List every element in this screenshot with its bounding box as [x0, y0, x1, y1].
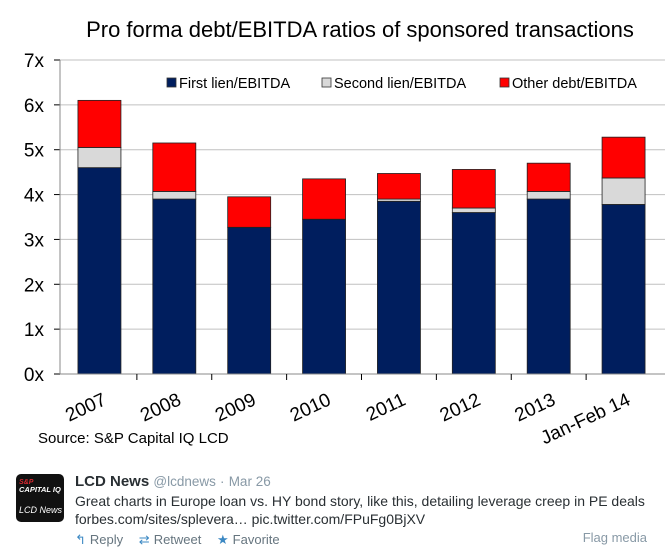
y-tick-label: 5x: [24, 141, 45, 162]
bar-segment-other-debt: [451, 169, 496, 209]
bar-segment-second-lien: [77, 147, 122, 169]
legend-label: Other debt/EBITDA: [512, 76, 637, 92]
x-tick-label: 2011: [363, 389, 409, 425]
y-tick-label: 2x: [24, 275, 45, 296]
bar-segment-second-lien: [451, 207, 496, 213]
separator: ·: [220, 474, 225, 489]
bar-segment-other-debt: [601, 136, 646, 179]
reply-button[interactable]: ↰ Reply: [75, 532, 123, 547]
bar-segment-other-debt: [77, 99, 122, 148]
tweet-text-line: Great charts in Europe loan vs. HY bond …: [75, 493, 645, 509]
retweet-icon: ⇄: [138, 532, 150, 547]
reply-icon: ↰: [75, 532, 86, 547]
tweet-date[interactable]: Mar 26: [228, 474, 271, 489]
stacked-bar-chart: Pro forma debt/EBITDA ratios of sponsore…: [24, 17, 665, 449]
tweet: S&P CAPITAL IQ LCD News LCD News @lcdnew…: [0, 462, 665, 560]
y-tick-label: 1x: [24, 320, 45, 341]
x-tick-label: 2007: [62, 389, 109, 426]
star-icon: ★: [217, 532, 229, 547]
legend-label: Second lien/EBITDA: [334, 76, 467, 92]
bar-segment-other-debt: [302, 178, 346, 220]
x-tick-label: 2010: [287, 389, 334, 426]
tweet-text: Great charts in Europe loan vs. HY bond …: [75, 492, 645, 528]
tweet-links[interactable]: forbes.com/sites/splevera… pic.twitter.c…: [75, 511, 426, 527]
bar-segment-first-lien: [302, 218, 346, 375]
bar-segment-first-lien: [77, 167, 122, 375]
avatar-sp-text: S&P: [19, 479, 34, 486]
tweet-author-name[interactable]: LCD News: [75, 473, 150, 490]
legend-swatch: [499, 77, 510, 88]
x-tick-label: 2009: [212, 389, 259, 426]
x-tick-label: 2013: [512, 389, 559, 426]
bar-segment-other-debt: [526, 162, 571, 192]
tweet-author-handle[interactable]: @lcdnews: [153, 474, 216, 489]
legend-swatch: [321, 77, 332, 88]
retweet-label: Retweet: [153, 532, 202, 547]
tweet-header: LCD News @lcdnews · Mar 26: [75, 473, 271, 490]
bar-segment-first-lien: [526, 198, 571, 375]
y-tick-label: 6x: [24, 96, 45, 117]
bar-segment-other-debt: [152, 142, 197, 192]
bar-segment-first-lien: [152, 198, 197, 375]
chart-source: Source: S&P Capital IQ LCD: [38, 430, 229, 447]
bar-segment-other-debt: [377, 173, 421, 200]
avatar-lcdnews-text: LCD News: [19, 505, 63, 515]
bar-segment-second-lien: [526, 191, 571, 200]
y-tick-label: 4x: [24, 186, 45, 207]
bar-segment-first-lien: [377, 200, 421, 375]
bar-segment-other-debt: [227, 196, 272, 228]
avatar-capitaliq-text: CAPITAL IQ: [19, 485, 61, 494]
favorite-button[interactable]: ★ Favorite: [217, 532, 280, 547]
chart-title: Pro forma debt/EBITDA ratios of sponsore…: [86, 17, 634, 42]
avatar[interactable]: S&P CAPITAL IQ LCD News: [16, 474, 64, 522]
y-tick-label: 7x: [24, 51, 45, 72]
y-tick-label: 3x: [24, 230, 45, 251]
bar-segment-first-lien: [451, 212, 496, 375]
bar-segment-second-lien: [152, 191, 197, 200]
legend-swatch: [166, 77, 177, 88]
reply-label: Reply: [89, 532, 124, 547]
y-tick-label: 0x: [24, 365, 45, 386]
bar-segment-first-lien: [227, 226, 272, 375]
retweet-button[interactable]: ⇄ Retweet: [139, 532, 202, 547]
tweet-actions: ↰ Reply ⇄ Retweet ★ Favorite: [75, 532, 292, 548]
bar-segment-first-lien: [601, 204, 646, 375]
flag-media-link[interactable]: Flag media: [582, 530, 647, 545]
x-tick-label: 2008: [137, 389, 184, 426]
bar-segment-second-lien: [601, 177, 646, 205]
x-tick-label: 2012: [437, 389, 484, 426]
favorite-label: Favorite: [232, 532, 280, 547]
legend-label: First lien/EBITDA: [179, 76, 291, 92]
